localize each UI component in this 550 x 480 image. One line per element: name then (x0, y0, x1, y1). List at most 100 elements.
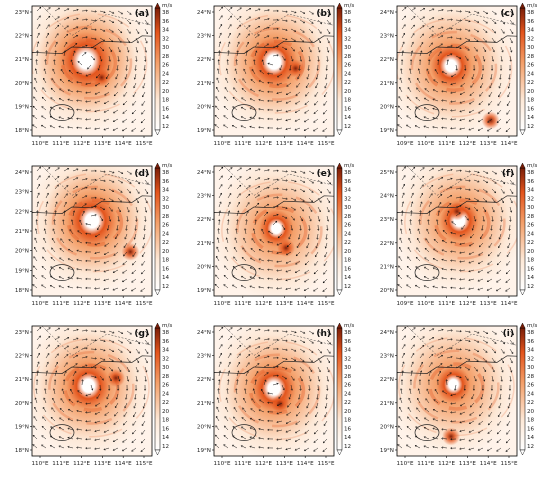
colorbar-tick-label: 30 (162, 45, 170, 51)
colorbar-tick-label: 28 (344, 214, 352, 220)
lat-tick-label: 24°N (380, 10, 394, 16)
lon-tick-label: 114°E (115, 461, 132, 467)
colorbar (519, 7, 526, 131)
map-svg: (f) 25°N 24°N 23°N 22°N 21°N 20°N 109°E 110°E 111… (380, 162, 537, 307)
colorbar-tick-label: 20 (344, 249, 352, 255)
colorbar-tick-label: 38 (527, 170, 535, 176)
lon-tick-label: 112°E (73, 301, 90, 307)
lon-tick-label: 114°E (480, 461, 497, 467)
map-svg: (e) 24°N 23°N 22°N 21°N 20°N 19°N 110°E 111°E 112… (197, 162, 354, 307)
lon-tick-label: 112°E (255, 141, 272, 147)
lon-tick-label: 115°E (317, 461, 334, 467)
map-panel-h: (h) 24°N 23°N 22°N 21°N 20°N 19°N 110°E 111°E 112… (182, 320, 364, 478)
colorbar-tick-label: 12 (162, 284, 169, 290)
lat-tick-label: 21°N (197, 401, 211, 407)
lat-tick-label: 23°N (197, 194, 211, 200)
lat-tick-label: 20°N (15, 401, 29, 407)
colorbar-tick-label: 32 (344, 356, 351, 362)
colorbar-units: m/s (162, 3, 172, 9)
lat-tick-label: 22°N (380, 57, 394, 63)
colorbar-tick-label: 32 (527, 196, 534, 202)
colorbar (519, 327, 526, 451)
lat-tick-label: 19°N (197, 288, 211, 294)
lon-tick-label: 110°E (213, 301, 230, 307)
map-svg: (i) 24°N 23°N 22°N 21°N 20°N 19°N 110°E 111°E 112… (380, 322, 537, 467)
colorbar (154, 167, 161, 291)
colorbar-tick-label: 16 (344, 426, 352, 432)
lat-tick-label: 23°N (380, 354, 394, 360)
colorbar-tick-label: 38 (344, 330, 352, 336)
colorbar-tick-label: 16 (344, 106, 352, 112)
colorbar-tick-label: 16 (162, 106, 170, 112)
colorbar (336, 167, 343, 291)
colorbar-tick-label: 26 (162, 383, 170, 389)
lat-tick-label: 24°N (380, 330, 394, 336)
lat-tick-label: 23°N (197, 354, 211, 360)
colorbar-tick-label: 18 (527, 98, 535, 104)
map-svg: (c) 24°N 23°N 22°N 21°N 20°N 19°N 109°E 110°E 111… (380, 2, 537, 147)
colorbar-tick-label: 22 (527, 80, 534, 86)
colorbar-units: m/s (344, 163, 354, 169)
lat-tick-label: 20°N (380, 288, 394, 294)
colorbar-tick-label: 32 (527, 356, 534, 362)
lon-tick-label: 111°E (438, 141, 455, 147)
map-panel-f: (f) 25°N 24°N 23°N 22°N 21°N 20°N 109°E 110°E 111… (365, 160, 547, 318)
colorbar-tick-label: 36 (162, 179, 170, 185)
colorbar-tick-label: 14 (344, 435, 352, 441)
lon-tick-label: 112°E (255, 301, 272, 307)
colorbar-tick-label: 36 (162, 339, 170, 345)
lon-tick-label: 111°E (234, 301, 251, 307)
colorbar-tick-label: 26 (162, 63, 170, 69)
lon-tick-label: 110°E (31, 301, 48, 307)
colorbar-tick-label: 12 (344, 124, 351, 130)
lon-tick-label: 115°E (500, 461, 517, 467)
colorbar-tick-label: 38 (527, 10, 535, 16)
colorbar-tick-label: 34 (527, 348, 535, 354)
colorbar (154, 327, 161, 451)
colorbar-units: m/s (344, 323, 354, 329)
colorbar-tick-label: 38 (344, 10, 352, 16)
colorbar-tick-label: 28 (162, 54, 170, 60)
colorbar-tick-label: 16 (162, 266, 170, 272)
lon-tick-label: 112°E (438, 461, 455, 467)
lon-tick-label: 110°E (417, 301, 434, 307)
map-panel-c: (c) 24°N 23°N 22°N 21°N 20°N 19°N 109°E 110°E 111… (365, 0, 547, 158)
colorbar-tick-label: 20 (344, 89, 352, 95)
colorbar-tick-label: 22 (344, 240, 351, 246)
colorbar-tick-label: 30 (527, 365, 535, 371)
lon-tick-label: 112°E (255, 461, 272, 467)
colorbar-tick-label: 22 (162, 80, 169, 86)
colorbar-tick-label: 30 (527, 45, 535, 51)
lat-tick-label: 19°N (197, 128, 211, 134)
colorbar-tick-label: 26 (527, 383, 535, 389)
colorbar-tick-label: 16 (527, 106, 535, 112)
colorbar-tick-label: 18 (162, 258, 170, 264)
colorbar-units: m/s (162, 163, 172, 169)
colorbar-tick-label: 34 (162, 188, 170, 194)
lon-tick-label: 115°E (135, 461, 152, 467)
wind-speed-field (214, 326, 334, 456)
map-panel-b: (b) 24°N 23°N 22°N 21°N 20°N 19°N 110°E 111°E 112… (182, 0, 364, 158)
map-svg: (b) 24°N 23°N 22°N 21°N 20°N 19°N 110°E 111°E 112… (197, 2, 354, 147)
lat-tick-label: 24°N (380, 194, 394, 200)
panel-label: (h) (316, 329, 331, 339)
colorbar-tick-label: 28 (162, 214, 170, 220)
lon-tick-label: 110°E (31, 141, 48, 147)
colorbar-tick-label: 30 (344, 45, 352, 51)
colorbar-tick-label: 38 (162, 170, 170, 176)
colorbar-tick-label: 16 (527, 426, 535, 432)
colorbar-tick-label: 14 (162, 435, 170, 441)
lon-tick-label: 110°E (417, 141, 434, 147)
lat-tick-label: 22°N (15, 354, 29, 360)
colorbar-tick-label: 20 (527, 89, 535, 95)
lat-tick-label: 23°N (15, 330, 29, 336)
colorbar-tick-label: 26 (344, 63, 352, 69)
wind-speed-field (397, 166, 517, 296)
colorbar-tick-label: 18 (344, 258, 352, 264)
panel-label: (d) (134, 169, 149, 179)
colorbar-tick-label: 36 (344, 19, 352, 25)
lat-tick-label: 22°N (15, 209, 29, 215)
colorbar-tick-label: 36 (162, 19, 170, 25)
lat-tick-label: 20°N (15, 249, 29, 255)
lat-tick-label: 20°N (15, 81, 29, 87)
